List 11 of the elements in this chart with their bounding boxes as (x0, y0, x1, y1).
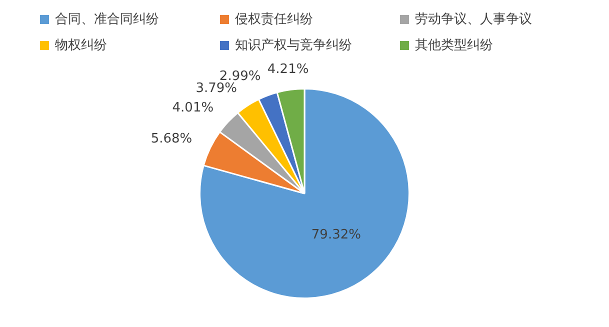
legend-label: 其他类型纠纷 (415, 37, 493, 54)
data-label: 5.68% (150, 132, 192, 147)
data-label: 4.21% (267, 62, 309, 78)
legend-label: 知识产权与竞争纠纷 (235, 37, 352, 54)
legend-label: 物权纠纷 (55, 37, 107, 54)
data-label: 79.32% (311, 228, 361, 243)
legend-label: 合同、准合同纠纷 (55, 11, 159, 28)
data-label: 4.01% (172, 100, 214, 116)
legend-label: 侵权责任纠纷 (235, 11, 313, 28)
data-label: 3.79% (196, 80, 238, 96)
legend-label: 劳动争议、人事争议 (415, 11, 532, 28)
